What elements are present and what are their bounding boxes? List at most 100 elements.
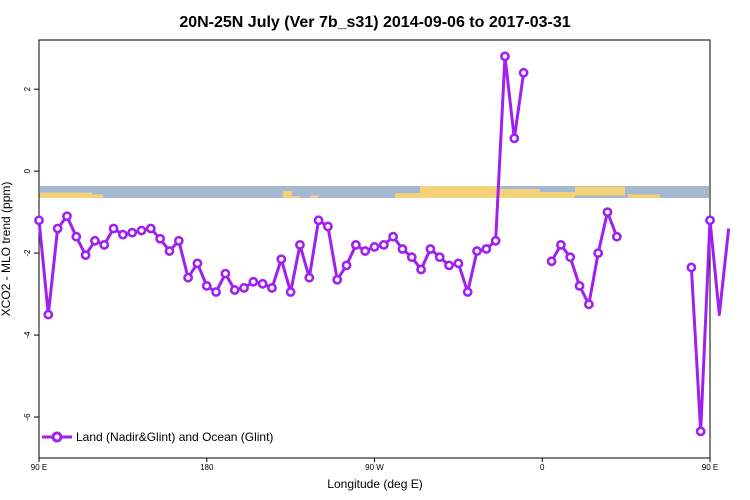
data-point: [397, 244, 408, 254]
data-point: [341, 260, 352, 271]
data-point: [350, 240, 361, 250]
data-point: [183, 272, 194, 283]
data-point: [211, 287, 221, 297]
data-point: [99, 240, 110, 250]
data-point: [583, 299, 594, 310]
data-point: [388, 231, 399, 242]
data-point: [406, 252, 417, 263]
data-point: [62, 211, 72, 222]
data-point: [90, 235, 100, 246]
map-land: [310, 195, 318, 198]
data-point: [220, 268, 231, 279]
data-point: [378, 240, 389, 250]
x-axis-label: Longitude (deg E): [327, 477, 422, 491]
map-land: [420, 186, 500, 198]
data-point: [80, 250, 91, 261]
legend-marker: [51, 431, 63, 443]
map-strip: [39, 186, 709, 198]
data-point: [145, 223, 156, 234]
data-point: [239, 283, 249, 293]
data-point: [52, 223, 63, 234]
data-point: [472, 246, 482, 256]
data-point: [43, 309, 54, 320]
data-point: [518, 67, 529, 78]
data-point: [257, 278, 268, 289]
data-point: [295, 240, 305, 250]
y-tick-label: -6: [23, 413, 32, 421]
data-point: [453, 258, 464, 269]
y-tick-label: 2: [23, 86, 32, 91]
data-point: [192, 258, 203, 269]
data-point: [304, 272, 315, 283]
data-point: [574, 280, 585, 291]
map-land: [395, 193, 420, 198]
legend: Land (Nadir&Glint) and Ocean (Glint): [42, 430, 273, 444]
data-point: [416, 264, 426, 275]
x-tick-label: 0: [540, 463, 545, 472]
data-point: [434, 252, 445, 263]
data-point: [136, 225, 147, 236]
x-tick-label: 90 W: [365, 463, 384, 472]
map-land: [292, 196, 300, 198]
series-line: [37, 54, 526, 317]
data-point: [313, 215, 324, 226]
data-point: [155, 233, 166, 244]
data-point: [500, 51, 510, 62]
series-line: [708, 220, 731, 317]
data-point: [164, 246, 175, 256]
x-tick-label: 90 E: [702, 463, 718, 472]
data-point: [565, 252, 576, 263]
map-land: [575, 186, 625, 196]
data-point: [444, 260, 454, 271]
data-point: [611, 231, 622, 242]
data-point: [593, 248, 604, 258]
data-point: [229, 285, 240, 295]
y-tick-label: -4: [23, 331, 32, 339]
x-tick-label: 180: [200, 463, 214, 472]
series-line: [689, 220, 712, 433]
data-point: [490, 235, 501, 246]
data-point: [117, 229, 128, 240]
data-point: [201, 280, 212, 291]
data-point: [555, 240, 566, 250]
data-point: [267, 283, 277, 293]
data-point: [127, 227, 138, 238]
data-point: [276, 254, 287, 265]
data-point: [71, 231, 82, 242]
data-point: [360, 246, 371, 256]
map-land: [628, 194, 660, 198]
data-point: [705, 215, 715, 226]
y-tick-label: 0: [23, 168, 32, 173]
data-point: [248, 276, 259, 287]
legend-label: Land (Nadir&Glint) and Ocean (Glint): [76, 430, 273, 444]
data-point: [695, 426, 706, 437]
data-point: [425, 244, 436, 254]
data-point: [108, 223, 119, 234]
data-point: [509, 133, 520, 144]
y-axis: 2 0 -2 -4 -6: [23, 86, 39, 421]
map-land: [283, 190, 292, 198]
data-point: [546, 256, 557, 267]
map-land: [92, 194, 103, 198]
data-point: [285, 287, 296, 297]
x-tick-label: 90 E: [31, 463, 47, 472]
data-point: [332, 274, 343, 285]
data-point: [369, 242, 380, 252]
series-layer: [34, 51, 731, 437]
data-point: [462, 287, 473, 297]
map-land: [39, 192, 92, 198]
data-point: [34, 215, 44, 226]
data-point: [173, 235, 184, 246]
y-tick-label: -2: [23, 249, 32, 257]
x-axis: 90 E 180 90 W 0 90 E: [31, 458, 718, 472]
y-axis-label: XCO2 - MLO trend (ppm): [0, 182, 13, 317]
series-line: [550, 210, 619, 306]
map-land: [500, 189, 540, 198]
data-point: [481, 244, 492, 254]
data-point: [602, 207, 613, 218]
data-point: [686, 262, 697, 273]
data-point: [323, 221, 333, 232]
chart-title: 20N-25N July (Ver 7b_s31) 2014-09-06 to …: [179, 14, 570, 31]
map-land: [540, 192, 575, 198]
